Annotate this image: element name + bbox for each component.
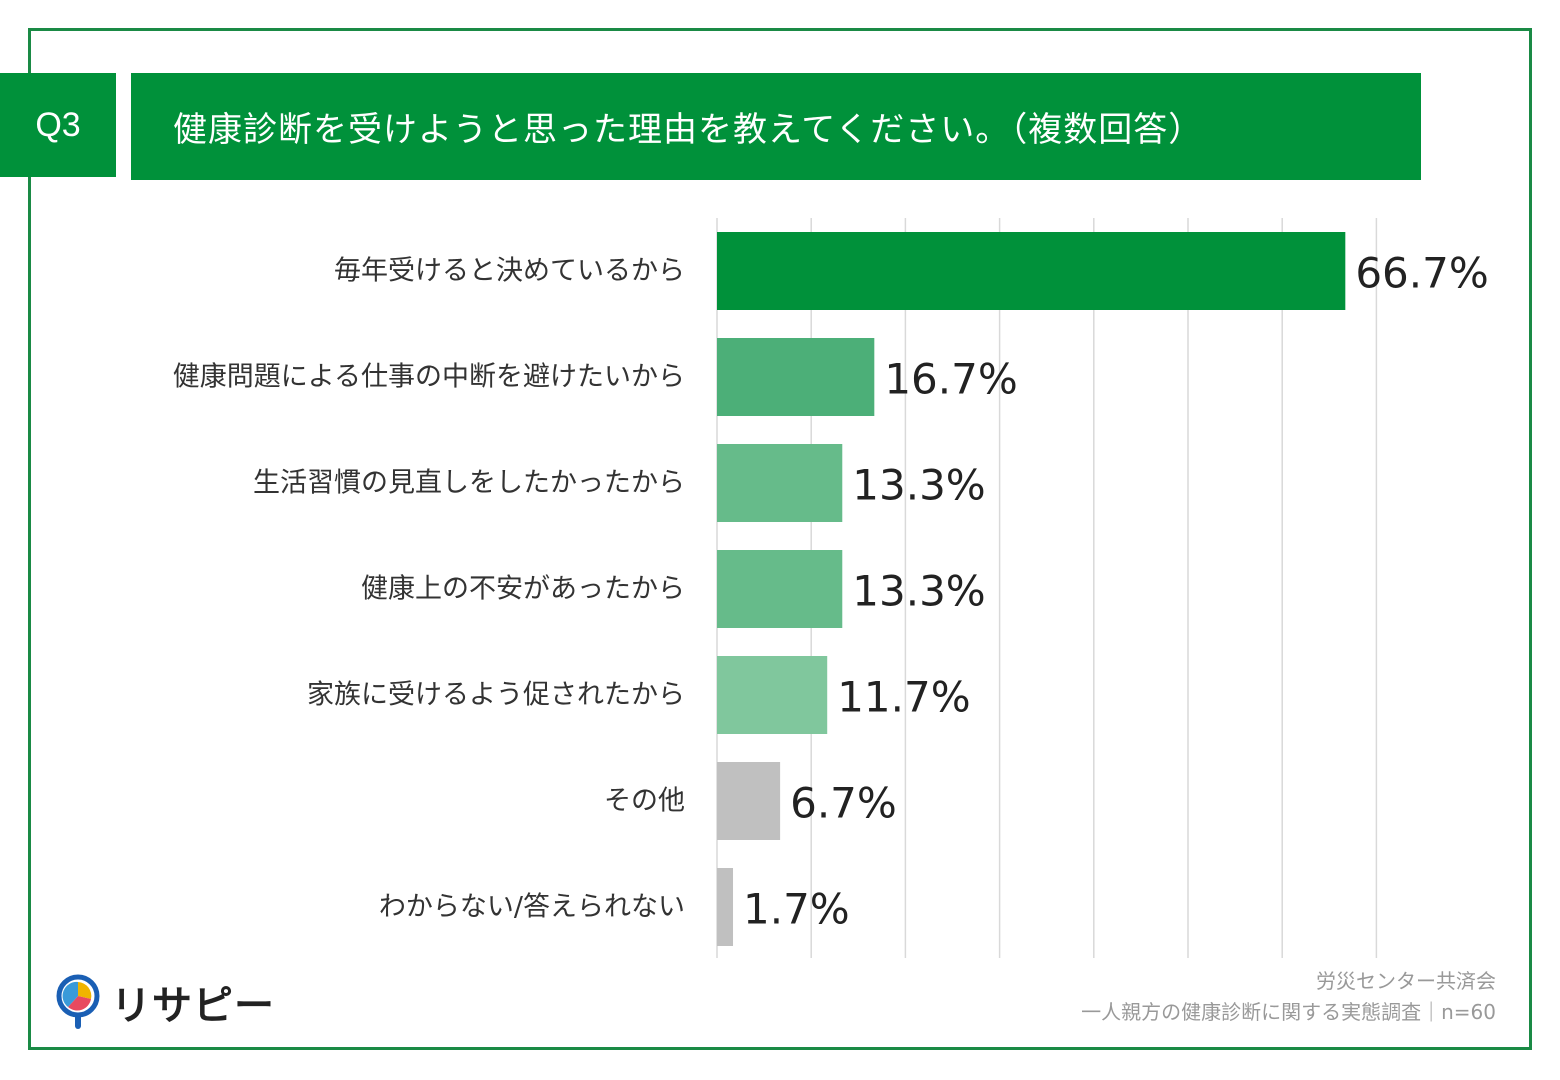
- bar: [717, 232, 1346, 310]
- value-label: 66.7%: [1355, 249, 1488, 298]
- value-label: 16.7%: [884, 355, 1017, 404]
- bar: [717, 656, 828, 734]
- bar: [717, 550, 843, 628]
- bars: [717, 232, 1346, 946]
- value-label: 6.7%: [790, 779, 897, 828]
- value-label: 13.3%: [852, 461, 985, 510]
- bar: [717, 762, 781, 840]
- category-labels: 毎年受けると決めているから健康問題による仕事の中断を避けたいから生活習慣の見直し…: [173, 256, 685, 923]
- logo-text: リサピー: [111, 983, 275, 1029]
- source-note: 労災センター共済会 一人親方の健康診断に関する実態調査｜n=60: [1081, 966, 1496, 1028]
- source-line-2: 一人親方の健康診断に関する実態調査｜n=60: [1081, 1000, 1496, 1024]
- value-label: 1.7%: [743, 885, 850, 934]
- bar: [717, 868, 734, 946]
- brand-logo: リサピー: [55, 973, 275, 1031]
- category-label: 健康問題による仕事の中断を避けたいから: [173, 362, 685, 393]
- category-label: 毎年受けると決めているから: [334, 256, 685, 287]
- risapy-logo-icon: [56, 974, 100, 1029]
- question-title: 健康診断を受けようと思った理由を教えてください。（複数回答）: [131, 73, 1421, 180]
- chart-frame: [28, 28, 1532, 1050]
- question-number-badge: Q3: [0, 73, 116, 177]
- category-label: わからない/答えられない: [379, 892, 685, 923]
- source-line-1: 労災センター共済会: [1316, 969, 1496, 993]
- bar: [717, 444, 843, 522]
- value-label: 13.3%: [852, 567, 985, 616]
- value-label: 11.7%: [837, 673, 970, 722]
- category-label: 家族に受けるよう促されたから: [307, 680, 685, 711]
- value-labels: 66.7% 16.7% 13.3% 13.3% 11.7% 6.7% 1.7%: [743, 249, 1489, 934]
- category-label: その他: [604, 786, 685, 817]
- bar: [717, 338, 875, 416]
- category-label: 健康上の不安があったから: [361, 574, 685, 605]
- category-label: 生活習慣の見直しをしたかったから: [253, 468, 685, 499]
